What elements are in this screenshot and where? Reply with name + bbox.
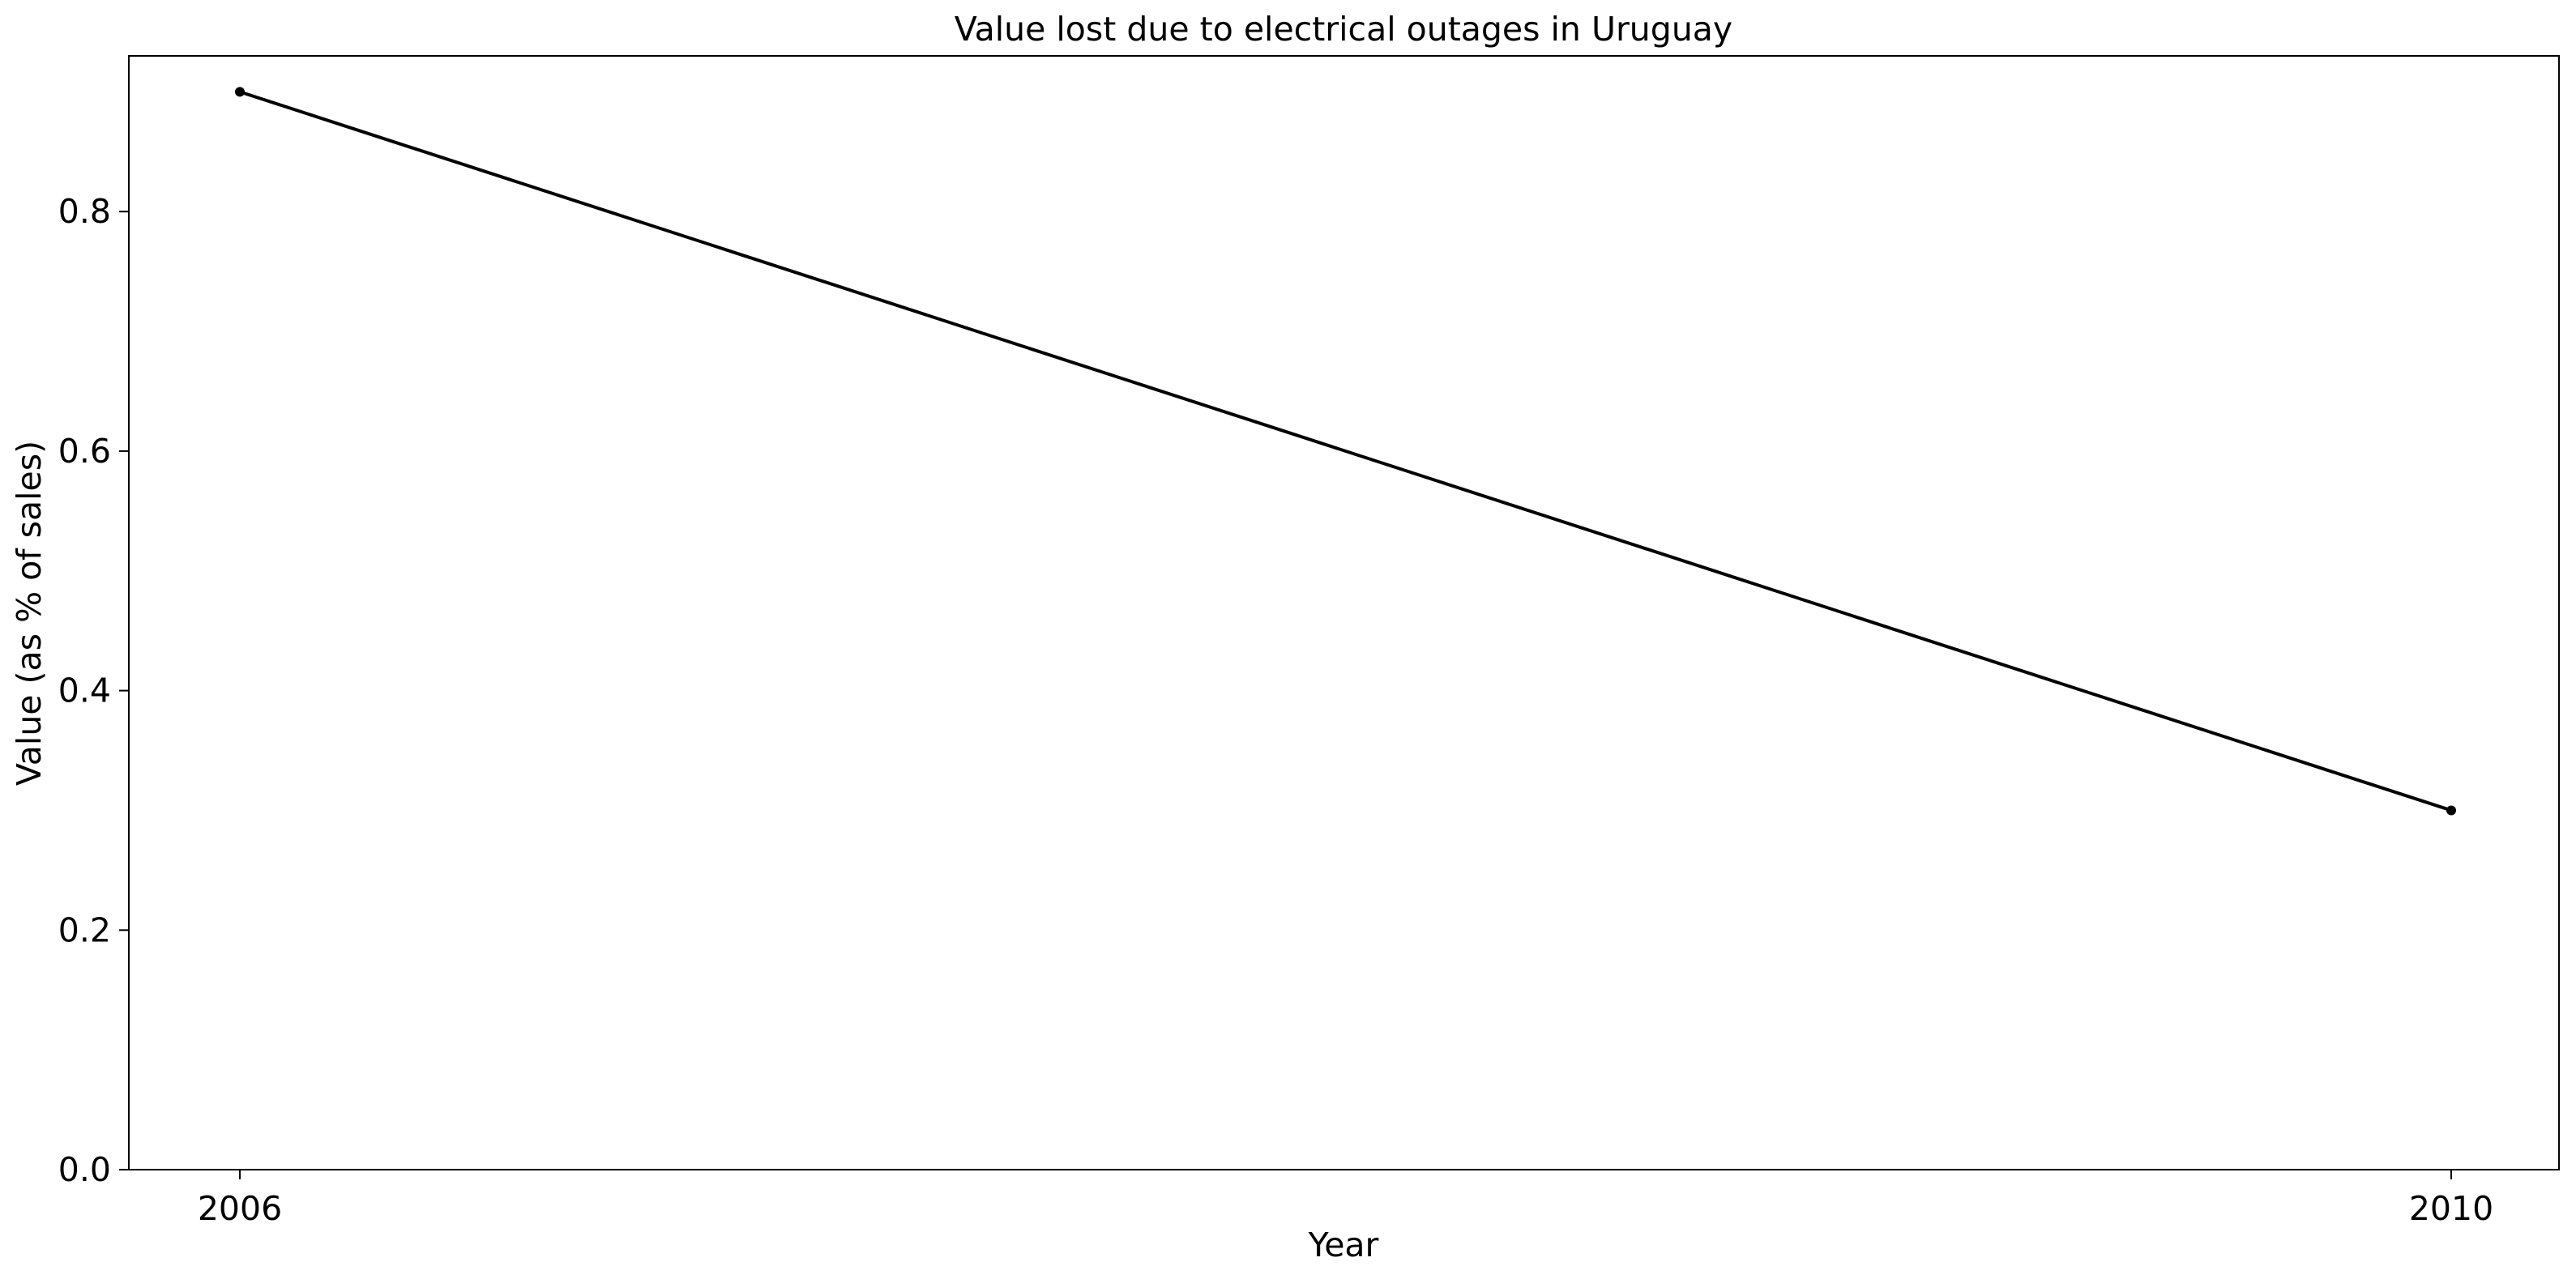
x-axis-ticks: 2006 2010 [198,1170,2493,1228]
y-tick-label: 0.0 [58,1150,111,1189]
series-line [239,90,2452,812]
y-tick-label: 0.8 [58,192,111,231]
x-tick-label: 2010 [2409,1189,2493,1228]
data-point [2446,805,2456,816]
data-point [235,87,245,97]
y-tick-label: 0.2 [58,910,111,949]
x-tick-label: 2006 [198,1189,282,1228]
y-tick-label: 0.4 [58,671,111,710]
plot-frame [128,55,2560,1170]
y-tick-label: 0.6 [58,432,111,471]
chart-title: Value lost due to electrical outages in … [955,10,1732,49]
series-layer [235,87,2456,816]
x-axis-label: Year [1308,1226,1379,1264]
y-axis-label: Value (as % of sales) [10,441,49,786]
y-axis-ticks: 0.0 0.2 0.4 0.6 0.8 [58,192,129,1189]
